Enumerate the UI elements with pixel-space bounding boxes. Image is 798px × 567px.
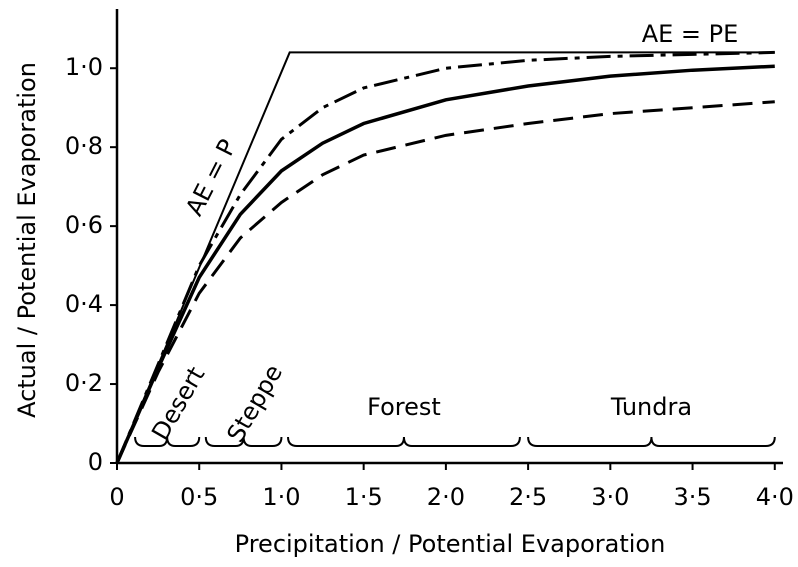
y-tick-label: 0·6: [65, 211, 103, 239]
x-axis-label: Precipitation / Potential Evaporation: [235, 530, 666, 558]
y-tick-label: 0·8: [65, 132, 103, 160]
x-tick-label: 1·0: [262, 483, 300, 511]
x-tick-label: 4·0: [756, 483, 794, 511]
x-tick-label: 2·5: [509, 483, 547, 511]
zone-label: Tundra: [610, 393, 692, 421]
zone-label: Forest: [367, 393, 441, 421]
zone-brace: [134, 436, 201, 447]
y-tick-label: 1·0: [65, 53, 103, 81]
x-tick-label: 1·5: [345, 483, 383, 511]
x-tick-label: 2·0: [427, 483, 465, 511]
zone-label: Steppe: [221, 360, 288, 447]
zone-brace: [287, 436, 521, 447]
y-tick-label: 0·4: [65, 290, 103, 318]
series-line: [115, 100, 775, 464]
y-axis-label: Actual / Potential Evaporation: [13, 62, 41, 418]
y-tick-label: 0·2: [65, 369, 103, 397]
series-line: [115, 50, 775, 464]
x-tick-label: 0: [109, 483, 124, 511]
x-tick-label: 3·0: [591, 483, 629, 511]
series-line: [115, 64, 775, 464]
x-tick-label: 3·5: [673, 483, 711, 511]
zone-brace: [204, 436, 283, 447]
zone-brace: [527, 436, 776, 447]
x-tick-label: 0·5: [180, 483, 218, 511]
y-tick-label: 0: [88, 448, 103, 476]
annotation: AE = PE: [642, 20, 739, 48]
